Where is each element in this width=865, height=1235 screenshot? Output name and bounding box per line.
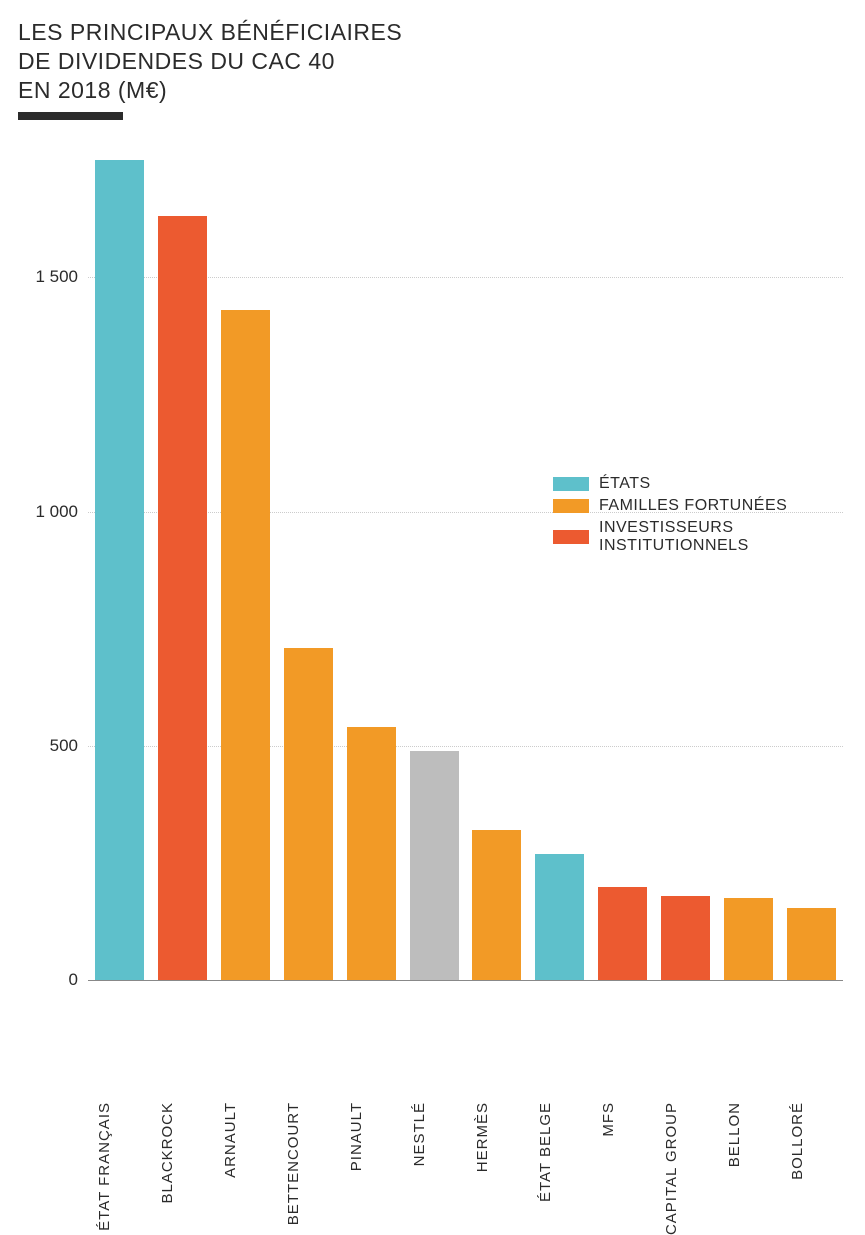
bar-blackrock [158, 216, 207, 980]
legend-swatch [553, 477, 589, 491]
bar-mfs [598, 887, 647, 981]
y-tick-label: 1 500 [23, 267, 78, 287]
x-label: ÉTAT FRANÇAIS [96, 1102, 113, 1231]
title-line-1: LES PRINCIPAUX BÉNÉFICIAIRES [18, 18, 847, 47]
legend-label: FAMILLES FORTUNÉES [599, 497, 787, 515]
legend-label: INVESTISSEURS INSTITUTIONNELS [599, 519, 843, 555]
bar-état-belge [535, 854, 584, 981]
legend-label: ÉTATS [599, 475, 651, 493]
y-tick-label: 500 [23, 736, 78, 756]
bar-bettencourt [284, 648, 333, 981]
x-label: BETTENCOURT [285, 1102, 302, 1225]
x-label: BELLON [726, 1102, 743, 1167]
x-label: BLACKROCK [159, 1102, 176, 1204]
x-label: BOLLORÉ [789, 1102, 806, 1180]
x-label: MFS [600, 1102, 617, 1137]
legend-swatch [553, 499, 589, 513]
x-label: CAPITAL GROUP [663, 1102, 680, 1235]
x-label: HERMÈS [474, 1102, 491, 1172]
bar-bolloré [787, 908, 836, 981]
chart-title: LES PRINCIPAUX BÉNÉFICIAIRES DE DIVIDEND… [18, 18, 847, 104]
legend-item: ÉTATS [553, 475, 843, 493]
legend: ÉTATS FAMILLES FORTUNÉES INVESTISSEURS INS… [553, 475, 843, 559]
bar-hermès [472, 830, 521, 980]
title-underline [18, 112, 123, 120]
legend-item: INVESTISSEURS INSTITUTIONNELS [553, 519, 843, 555]
x-label: ARNAULT [222, 1102, 239, 1178]
x-label: NESTLÉ [411, 1102, 428, 1166]
x-label: PINAULT [348, 1102, 365, 1171]
title-line-2: DE DIVIDENDES DU CAC 40 [18, 47, 847, 76]
bar-capital-group [661, 896, 710, 980]
bar-pinault [347, 727, 396, 980]
legend-item: FAMILLES FORTUNÉES [553, 497, 843, 515]
title-line-3: EN 2018 (M€) [18, 76, 847, 105]
bar-état-français [95, 160, 144, 980]
x-axis-baseline [88, 980, 843, 981]
bar-nestlé [410, 751, 459, 981]
x-label: ÉTAT BELGE [537, 1102, 554, 1202]
bar-arnault [221, 310, 270, 980]
bar-chart: 05001 0001 500 ÉTATSFAMILLES FORTUNÉESIN… [23, 160, 843, 980]
y-tick-label: 0 [23, 970, 78, 990]
legend-swatch [553, 530, 589, 544]
bar-bellon [724, 898, 773, 980]
y-tick-label: 1 000 [23, 502, 78, 522]
bars-group [88, 160, 843, 980]
